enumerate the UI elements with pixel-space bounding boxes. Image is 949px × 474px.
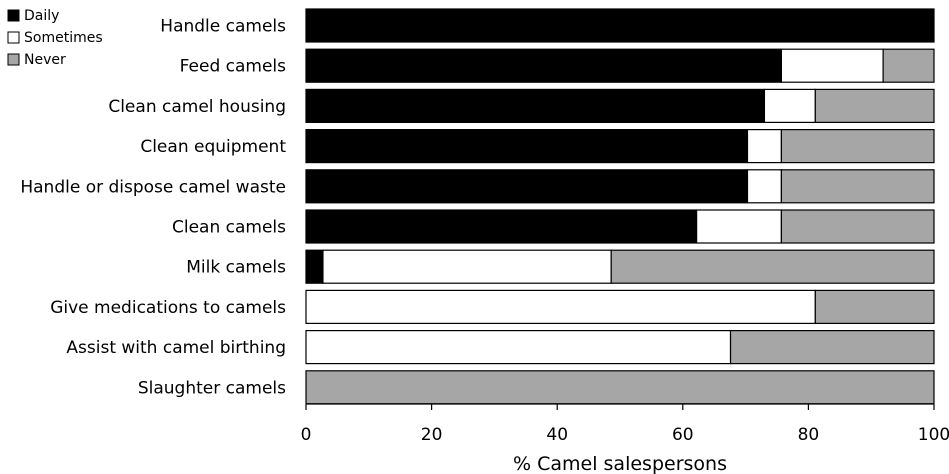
bar-segment-daily-feed-camels <box>305 48 782 83</box>
category-label-assist-with-camel-birthing: Assist with camel birthing <box>66 338 286 358</box>
x-axis: 0 20 40 60 80 100 <box>301 403 949 445</box>
bar-segment-never-assist-with-camel-birthing <box>729 330 935 365</box>
bar-segment-never-slaughter-camels <box>305 370 935 405</box>
bar-segment-never-give-medications-to-camels <box>814 289 935 324</box>
bar-segment-never-feed-camels <box>882 48 935 83</box>
bar-segment-never-clean-camel-housing <box>814 88 935 124</box>
category-label-clean-equipment: Clean equipment <box>140 137 286 157</box>
legend-swatch-daily <box>7 9 20 22</box>
x-tick-label: 20 <box>421 425 443 445</box>
bar-segment-sometimes-assist-with-camel-birthing <box>305 330 732 365</box>
bar-segment-daily-clean-camel-housing <box>305 88 766 124</box>
bar-segment-never-milk-camels <box>610 249 935 284</box>
bar-segment-sometimes-clean-camel-housing <box>763 88 816 124</box>
bar-segment-never-clean-equipment <box>780 129 935 164</box>
category-label-handle-camels: Handle camels <box>160 17 286 37</box>
bar-segment-daily-handle-camels <box>305 8 935 43</box>
bar-segment-sometimes-give-medications-to-camels <box>305 289 816 324</box>
bar-segment-never-clean-camels <box>780 209 935 244</box>
legend-label-daily: Daily <box>24 8 59 24</box>
bar-segment-daily-clean-camels <box>305 209 698 244</box>
bar-segment-never-handle-or-dispose-camel-waste <box>780 169 935 204</box>
legend-label-never: Never <box>24 52 66 68</box>
legend-label-sometimes: Sometimes <box>24 30 103 46</box>
legend-swatch-sometimes <box>7 31 20 44</box>
category-label-slaughter-camels: Slaughter camels <box>138 378 286 398</box>
bar-segment-daily-milk-camels <box>305 249 324 284</box>
bar-segment-daily-handle-or-dispose-camel-waste <box>305 169 749 204</box>
category-label-feed-camels: Feed camels <box>180 57 286 77</box>
legend: Daily Sometimes Never <box>7 8 103 68</box>
x-tick-label: 100 <box>918 425 949 445</box>
category-label-milk-camels: Milk camels <box>186 258 286 278</box>
bar-segment-daily-clean-equipment <box>305 129 749 164</box>
category-label-give-medications-to-camels: Give medications to camels <box>50 298 286 318</box>
legend-swatch-never <box>7 53 20 66</box>
category-label-clean-camels: Clean camels <box>172 218 286 238</box>
bar-segment-sometimes-clean-camels <box>696 209 782 244</box>
bar-segment-sometimes-clean-equipment <box>746 129 782 164</box>
x-tick-label: 80 <box>798 425 820 445</box>
bar-segment-sometimes-milk-camels <box>322 249 612 284</box>
bar-segment-sometimes-feed-camels <box>780 48 884 83</box>
x-tick-label: 60 <box>672 425 694 445</box>
category-label-handle-or-dispose-camel-waste: Handle or dispose camel waste <box>20 177 286 197</box>
x-axis-title: % Camel salespersons <box>513 453 727 474</box>
bar-segment-sometimes-handle-or-dispose-camel-waste <box>746 169 782 204</box>
bars <box>305 8 935 405</box>
category-labels: Handle camels Feed camels Clean camel hous… <box>20 17 286 399</box>
x-tick-label: 0 <box>301 425 312 445</box>
category-label-clean-camel-housing: Clean camel housing <box>108 97 286 117</box>
x-tick-label: 40 <box>546 425 568 445</box>
